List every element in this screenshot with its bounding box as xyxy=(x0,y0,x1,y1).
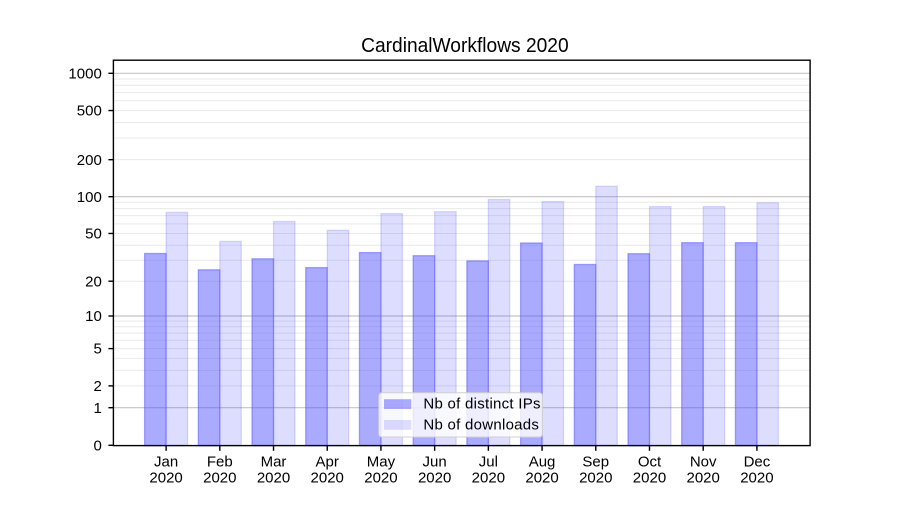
svg-text:Nb of downloads: Nb of downloads xyxy=(423,417,539,434)
svg-text:Oct: Oct xyxy=(638,454,662,471)
svg-text:2020: 2020 xyxy=(579,470,612,487)
svg-text:2020: 2020 xyxy=(633,470,666,487)
svg-text:Nb of distinct IPs: Nb of distinct IPs xyxy=(423,396,540,413)
svg-text:200: 200 xyxy=(77,152,102,169)
svg-text:Aug: Aug xyxy=(529,454,556,471)
svg-text:Feb: Feb xyxy=(207,454,233,471)
svg-text:1000: 1000 xyxy=(68,65,101,82)
svg-text:0: 0 xyxy=(93,437,101,454)
svg-text:Jan: Jan xyxy=(154,454,178,471)
svg-text:2020: 2020 xyxy=(311,470,344,487)
svg-text:20: 20 xyxy=(85,273,102,290)
svg-text:Dec: Dec xyxy=(744,454,771,471)
svg-text:2020: 2020 xyxy=(525,470,558,487)
svg-text:1: 1 xyxy=(93,400,101,417)
svg-text:2: 2 xyxy=(93,378,101,395)
svg-text:Mar: Mar xyxy=(261,454,287,471)
svg-text:2020: 2020 xyxy=(740,470,773,487)
svg-text:50: 50 xyxy=(85,226,102,243)
svg-text:Jul: Jul xyxy=(479,454,498,471)
svg-text:2020: 2020 xyxy=(364,470,397,487)
svg-text:5: 5 xyxy=(93,341,101,358)
svg-text:2020: 2020 xyxy=(149,470,182,487)
svg-text:Apr: Apr xyxy=(316,454,339,471)
svg-text:2020: 2020 xyxy=(687,470,720,487)
svg-text:100: 100 xyxy=(77,189,102,206)
svg-text:Sep: Sep xyxy=(582,454,609,471)
svg-text:10: 10 xyxy=(85,308,102,325)
svg-text:2020: 2020 xyxy=(418,470,451,487)
svg-text:2020: 2020 xyxy=(472,470,505,487)
svg-text:2020: 2020 xyxy=(257,470,290,487)
svg-text:Jun: Jun xyxy=(423,454,447,471)
svg-text:Nov: Nov xyxy=(690,454,717,471)
svg-text:2020: 2020 xyxy=(203,470,236,487)
svg-text:May: May xyxy=(367,454,396,471)
svg-text:500: 500 xyxy=(77,103,102,120)
svg-text:CardinalWorkflows 2020: CardinalWorkflows 2020 xyxy=(361,35,569,57)
